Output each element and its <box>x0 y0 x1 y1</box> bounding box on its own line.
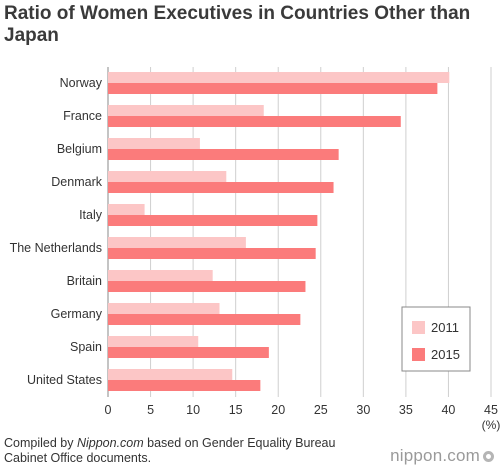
source-link[interactable]: Nippon.com <box>76 436 144 450</box>
bar-2015-germany <box>108 314 301 325</box>
x-tick-label: 25 <box>314 403 328 417</box>
legend-swatch <box>412 321 425 334</box>
bar-2015-france <box>108 116 401 127</box>
category-label: Spain <box>70 340 102 354</box>
x-tick-label: 40 <box>441 403 455 417</box>
x-axis-unit: (%) <box>482 418 500 432</box>
brand-dot-icon <box>483 450 494 462</box>
brand-logo: nippon.com <box>390 446 494 466</box>
bar-2011-norway <box>108 72 450 83</box>
x-tick-label: 30 <box>356 403 370 417</box>
category-label: Britain <box>67 274 102 288</box>
legend-label: 2015 <box>431 347 460 362</box>
source-prefix: Compiled by <box>4 436 77 450</box>
chart-title: Ratio of Women Executives in Countries O… <box>4 3 471 46</box>
bar-2011-germany <box>108 303 220 314</box>
bar-2011-britain <box>108 270 213 281</box>
bar-2015-norway <box>108 83 438 94</box>
bar-2011-france <box>108 105 264 116</box>
category-label: United States <box>27 373 102 387</box>
bar-2011-spain <box>108 336 199 347</box>
legend-box <box>401 306 471 372</box>
x-tick-label: 15 <box>229 403 243 417</box>
bar-2015-the-netherlands <box>108 248 316 259</box>
source-suffix: based on Gender Equality Bureau Cabinet … <box>4 436 336 465</box>
category-label: Belgium <box>57 142 102 156</box>
bar-2015-spain <box>108 347 269 358</box>
brand-name: nippon.com <box>390 446 480 465</box>
x-tick-label: 20 <box>271 403 285 417</box>
bar-2015-belgium <box>108 149 339 160</box>
source-note: Compiled by Nippon.com based on Gender E… <box>4 436 344 466</box>
category-label: Norway <box>60 76 103 90</box>
x-tick-label: 10 <box>186 403 200 417</box>
bar-2015-britain <box>108 281 306 292</box>
bar-2011-denmark <box>108 171 227 182</box>
x-tick-label: 35 <box>399 403 413 417</box>
bar-2015-united-states <box>108 380 261 391</box>
bar-2011-united-states <box>108 369 233 380</box>
legend-label: 2011 <box>431 320 459 335</box>
bar-2011-italy <box>108 204 145 215</box>
category-label: Denmark <box>51 175 102 189</box>
category-label: Italy <box>79 208 103 222</box>
legend-swatch <box>412 348 425 361</box>
x-tick-label: 5 <box>147 403 154 417</box>
bar-2011-the-netherlands <box>108 237 246 248</box>
bar-2011-belgium <box>108 138 200 149</box>
category-label: France <box>63 109 102 123</box>
category-label: Germany <box>51 307 103 321</box>
bar-2015-denmark <box>108 182 334 193</box>
category-label: The Netherlands <box>10 241 102 255</box>
x-tick-label: 45 <box>484 403 498 417</box>
x-tick-label: 0 <box>105 403 112 417</box>
bar-2015-italy <box>108 215 318 226</box>
